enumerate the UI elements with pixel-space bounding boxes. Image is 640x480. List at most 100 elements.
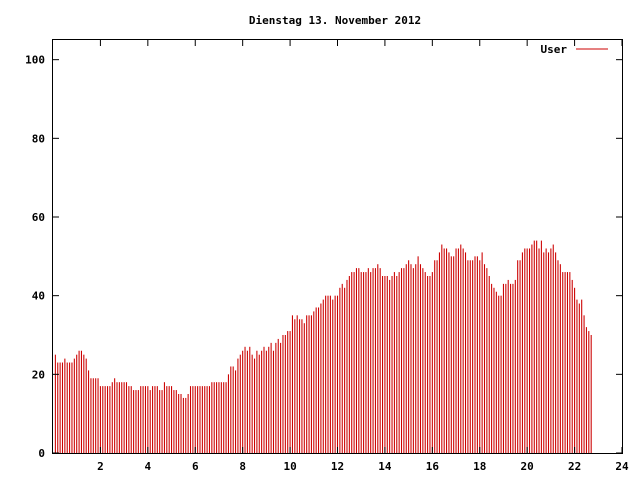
bar-127 <box>355 268 357 453</box>
bar-107 <box>308 315 310 453</box>
bar-117 <box>332 299 334 453</box>
bar-164 <box>443 248 445 453</box>
bar-200 <box>529 248 531 453</box>
bar-130 <box>363 272 365 453</box>
bar-224 <box>585 327 587 453</box>
bar-47 <box>166 386 168 453</box>
bar-23 <box>109 386 111 453</box>
bar-142 <box>391 276 393 453</box>
bar-154 <box>419 264 422 453</box>
y-tick-label-1: 20 <box>32 368 45 381</box>
bar-122 <box>344 287 346 453</box>
bar-152 <box>415 264 417 453</box>
bar-102 <box>296 315 298 453</box>
bar-218 <box>571 279 573 453</box>
bar-147 <box>403 268 405 453</box>
x-tick-label-8: 18 <box>473 460 486 473</box>
bar-32 <box>130 386 132 453</box>
bar-135 <box>374 268 376 453</box>
bar-175 <box>469 260 471 453</box>
bar-167 <box>450 256 452 453</box>
bar-204 <box>538 248 540 453</box>
bar-208 <box>547 252 550 453</box>
bar-195 <box>517 260 519 453</box>
bar-17 <box>95 378 97 453</box>
bar-16 <box>92 378 94 453</box>
bar-108 <box>310 315 312 453</box>
bar-115 <box>327 295 329 453</box>
x-tick-label-4: 10 <box>283 460 296 473</box>
bar-187 <box>498 295 500 453</box>
bar-77 <box>237 358 239 453</box>
x-tick-label-3: 8 <box>239 460 246 473</box>
bar-25 <box>114 378 116 453</box>
bar-46 <box>163 382 165 453</box>
bar-199 <box>526 248 528 453</box>
bar-170 <box>457 248 459 453</box>
bar-40 <box>149 390 151 453</box>
bar-62 <box>201 386 203 453</box>
bar-series <box>54 240 592 453</box>
bar-49 <box>171 386 173 453</box>
bar-150 <box>410 264 412 453</box>
bar-133 <box>370 272 372 453</box>
bar-125 <box>351 272 353 453</box>
bar-182 <box>486 268 488 453</box>
bar-29 <box>123 382 125 453</box>
bar-80 <box>244 346 246 453</box>
bar-194 <box>514 279 516 453</box>
y-axis: 0 20 40 60 80 100 <box>25 54 622 460</box>
bar-216 <box>566 272 569 453</box>
bar-213 <box>559 264 561 453</box>
bar-9 <box>76 354 78 453</box>
bar-42 <box>154 386 156 453</box>
bar-219 <box>574 287 576 453</box>
bar-57 <box>189 386 192 453</box>
bar-185 <box>493 287 495 453</box>
bar-6 <box>69 362 71 453</box>
bar-88 <box>263 346 265 453</box>
bar-44 <box>159 390 161 453</box>
x-tick-label-7: 16 <box>426 460 440 473</box>
bar-109 <box>313 311 315 453</box>
bar-84 <box>253 358 256 453</box>
bar-149 <box>408 260 410 453</box>
bar-209 <box>550 248 552 453</box>
bar-89 <box>265 350 267 453</box>
bar-50 <box>173 390 175 453</box>
bar-124 <box>348 276 350 453</box>
bar-153 <box>417 256 419 453</box>
chart-title: Dienstag 13. November 2012 <box>249 14 421 27</box>
bar-203 <box>536 240 538 453</box>
bar-181 <box>483 264 486 453</box>
bar-159 <box>431 272 433 453</box>
bar-163 <box>441 244 443 453</box>
bar-92 <box>272 350 275 453</box>
bar-96 <box>282 335 284 453</box>
bar-121 <box>341 283 343 453</box>
bar-103 <box>299 319 301 453</box>
y-tick-label-5: 100 <box>25 54 45 67</box>
bar-119 <box>336 295 339 453</box>
bar-82 <box>249 346 251 453</box>
bar-141 <box>389 279 391 453</box>
bar-15 <box>90 378 92 453</box>
bar-87 <box>261 350 263 453</box>
bar-126 <box>353 272 355 453</box>
bar-37 <box>142 386 144 453</box>
bar-1 <box>57 362 59 453</box>
bar-178 <box>476 256 478 453</box>
bar-184 <box>491 283 493 453</box>
bar-112 <box>320 303 322 453</box>
x-tick-label-2: 6 <box>192 460 199 473</box>
bar-13 <box>85 358 87 453</box>
y-tick-label-0: 0 <box>38 447 45 460</box>
x-tick-label-10: 22 <box>568 460 581 473</box>
bar-71 <box>223 382 225 453</box>
bar-0 <box>54 354 56 453</box>
bar-27 <box>118 382 120 453</box>
y-tick-label-4: 80 <box>32 132 45 145</box>
bar-85 <box>256 350 258 453</box>
x-tick-label-1: 4 <box>145 460 152 473</box>
bar-98 <box>287 331 289 453</box>
